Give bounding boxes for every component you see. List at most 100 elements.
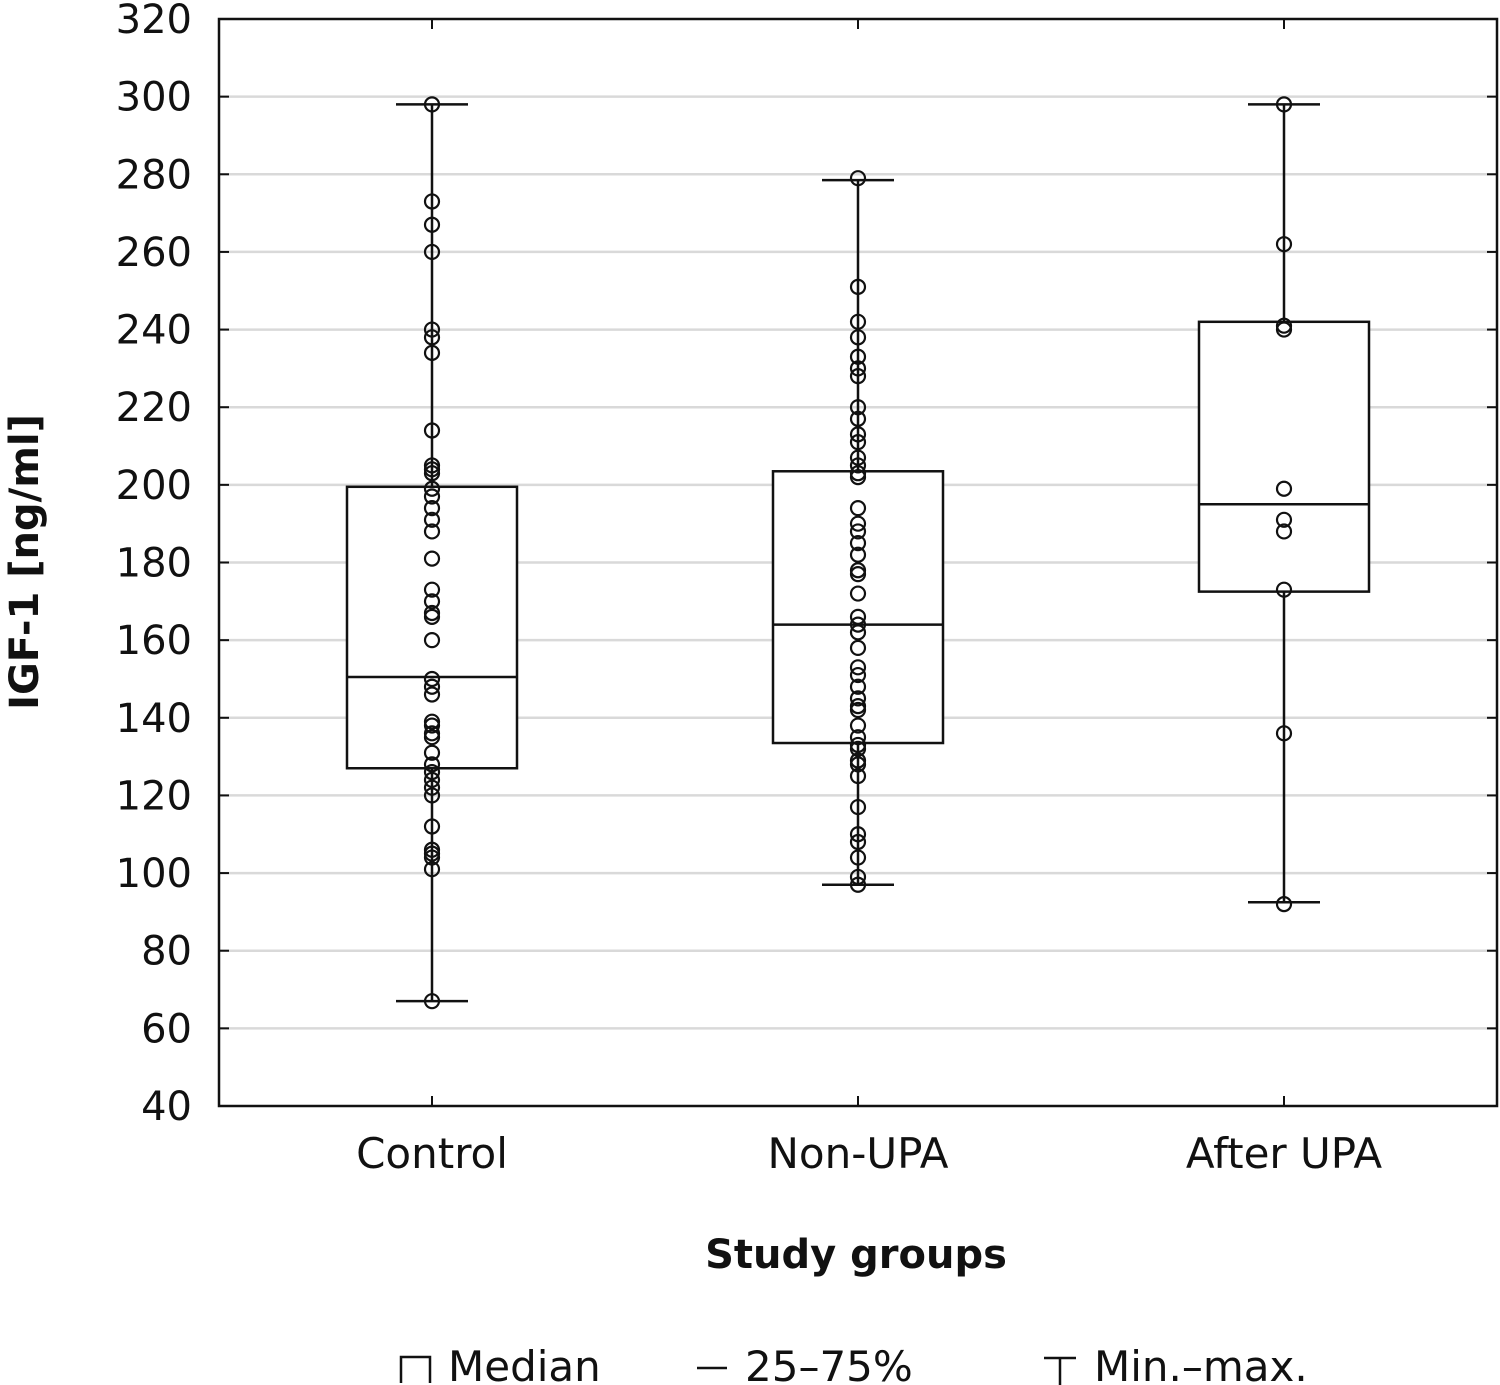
- y-tick-label: 80: [141, 929, 192, 975]
- data-point: [849, 659, 867, 676]
- data-point: [849, 616, 867, 633]
- data-point: [849, 798, 867, 816]
- legend-item-range: Min.–max.: [1044, 1342, 1308, 1385]
- data-point: [849, 410, 867, 427]
- data-point: [423, 480, 441, 497]
- data-point: [849, 701, 867, 719]
- data-point: [849, 876, 867, 893]
- data-point: [849, 329, 867, 346]
- data-point: [423, 849, 441, 866]
- data-point: [849, 434, 867, 451]
- x-axis-categories: Control Non-UPA After UPA: [356, 19, 1382, 1178]
- data-point: [423, 465, 441, 482]
- legend-label-median: Median: [448, 1342, 601, 1385]
- data-point: [1275, 96, 1293, 113]
- y-tick-label: 60: [141, 1006, 192, 1052]
- data-point: [849, 515, 867, 532]
- data-point: [849, 639, 867, 657]
- data-point: [423, 670, 441, 688]
- y-tick-label: 320: [116, 0, 192, 43]
- data-point: [849, 566, 867, 583]
- data-point: [1275, 321, 1293, 338]
- data-point: [423, 686, 441, 703]
- data-point: [849, 278, 867, 295]
- data-point: [849, 313, 867, 330]
- y-tick-label: 160: [116, 618, 192, 664]
- data-point: [849, 868, 867, 886]
- box-group: [1197, 103, 1371, 904]
- data-point: [423, 608, 441, 625]
- y-tick-label: 200: [116, 463, 192, 509]
- y-tick-label: 280: [116, 152, 192, 198]
- x-category-label: After UPA: [1186, 1129, 1383, 1178]
- legend-item-quartiles: 25–75%: [697, 1342, 913, 1385]
- data-point: [849, 360, 867, 377]
- box-group: [345, 103, 519, 1003]
- y-tick-label: 120: [116, 773, 192, 819]
- x-axis-title: Study groups: [705, 1232, 1007, 1278]
- y-tick-label: 240: [116, 308, 192, 354]
- data-point: [423, 756, 441, 773]
- data-point: [849, 426, 867, 443]
- y-tick-label: 100: [116, 851, 192, 897]
- legend-label-range: Min.–max.: [1094, 1342, 1308, 1385]
- data-point: [849, 170, 867, 187]
- data-point: [849, 546, 867, 563]
- data-point: [1275, 896, 1293, 913]
- data-points: [423, 96, 1293, 1010]
- data-point: [423, 329, 441, 346]
- data-point: [849, 608, 867, 625]
- data-point: [849, 756, 867, 773]
- data-point: [423, 243, 441, 261]
- data-point: [849, 399, 867, 416]
- y-axis-title: IGF-1 [ng/ml]: [2, 414, 48, 710]
- y-axis-ticks: 40 60 80 100 120 140 160 180 200 220 240 260 280 300 3…: [116, 0, 1497, 1130]
- data-point: [849, 678, 867, 695]
- data-point: [849, 717, 867, 734]
- legend-box-symbol: [399, 1355, 432, 1383]
- data-point: [849, 585, 867, 602]
- data-point: [849, 500, 867, 517]
- data-point: [423, 861, 441, 878]
- data-point: [423, 550, 441, 567]
- data-point: [849, 449, 867, 466]
- data-point: [849, 826, 867, 843]
- legend-whisker-symbol: [1044, 1356, 1076, 1385]
- data-point: [423, 678, 441, 695]
- data-point: [1275, 511, 1293, 528]
- x-category-label: Control: [356, 1129, 508, 1178]
- data-point: [849, 833, 867, 851]
- data-point: [423, 488, 441, 505]
- y-tick-label: 300: [116, 75, 192, 121]
- data-point: [423, 729, 441, 746]
- data-point: [423, 216, 441, 233]
- data-point: [423, 511, 441, 528]
- iqr-box: [1197, 320, 1371, 593]
- y-tick-label: 260: [116, 230, 192, 276]
- data-point: [1275, 725, 1293, 742]
- data-point: [1275, 480, 1293, 497]
- legend-item-median: Median: [399, 1342, 601, 1385]
- data-point: [849, 624, 867, 641]
- data-point: [423, 593, 441, 610]
- data-point: [849, 457, 867, 474]
- data-point: [423, 787, 441, 804]
- data-point: [849, 534, 867, 552]
- y-tick-label: 140: [116, 696, 192, 742]
- data-point: [423, 344, 441, 361]
- data-point: [849, 523, 867, 540]
- data-point: [423, 523, 441, 540]
- data-point: [423, 717, 441, 734]
- data-point: [849, 740, 867, 757]
- data-point: [423, 744, 441, 761]
- data-point: [849, 368, 867, 385]
- data-point: [849, 348, 867, 365]
- box-group: [771, 178, 945, 886]
- data-point: [849, 729, 867, 746]
- data-point: [423, 818, 441, 835]
- data-point: [1275, 236, 1293, 253]
- data-point: [1275, 581, 1293, 598]
- x-category-label: Non-UPA: [767, 1129, 948, 1178]
- data-point: [423, 422, 441, 439]
